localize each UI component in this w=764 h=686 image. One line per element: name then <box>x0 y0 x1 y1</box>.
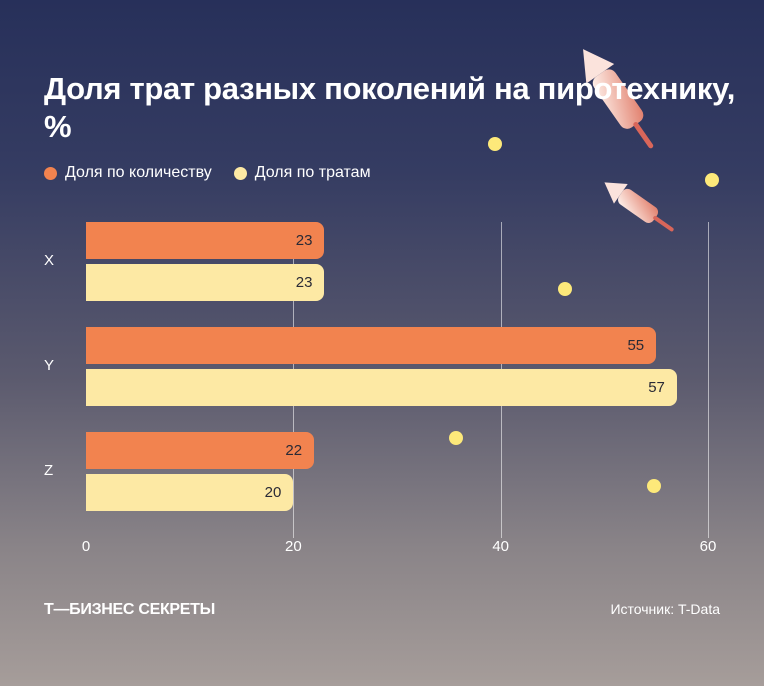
brand-logo: Т—БИЗНЕС СЕКРЕТЫ <box>44 601 215 618</box>
bar-value-label: 57 <box>648 379 665 396</box>
gridline <box>708 222 709 538</box>
bar: 22 <box>86 432 315 469</box>
bar: 57 <box>86 369 677 406</box>
legend-item-spending: Доля по тратам <box>233 164 371 182</box>
category-label: X <box>44 252 55 269</box>
chart-title: Доля трат разных поколений на пиротехник… <box>44 71 736 144</box>
category-label: Y <box>44 357 55 374</box>
x-tick-label: 20 <box>284 538 302 555</box>
bar-value-label: 23 <box>295 274 313 291</box>
legend-label: Доля по тратам <box>254 164 371 181</box>
bar: 20 <box>86 474 294 511</box>
category-label: Z <box>44 462 54 479</box>
source-note: Источник: T-Data <box>610 601 720 617</box>
legend-swatch <box>233 166 247 180</box>
bar-value-label: 55 <box>627 337 645 354</box>
bar-value-label: 22 <box>285 442 303 459</box>
legend: Доля по количеству Доля по тратам <box>44 164 371 182</box>
legend-swatch <box>44 166 57 180</box>
x-tick-label: 0 <box>81 538 91 555</box>
bar: 23 <box>86 222 325 259</box>
legend-label: Доля по количеству <box>65 164 212 181</box>
bar-value-label: 23 <box>295 232 313 249</box>
bar-value-label: 20 <box>264 484 282 501</box>
bar: 55 <box>86 327 657 364</box>
x-tick-label: 40 <box>492 538 509 555</box>
bar: 23 <box>86 264 325 301</box>
x-tick-label: 60 <box>699 538 717 555</box>
legend-item-quantity: Доля по количеству <box>44 164 212 182</box>
